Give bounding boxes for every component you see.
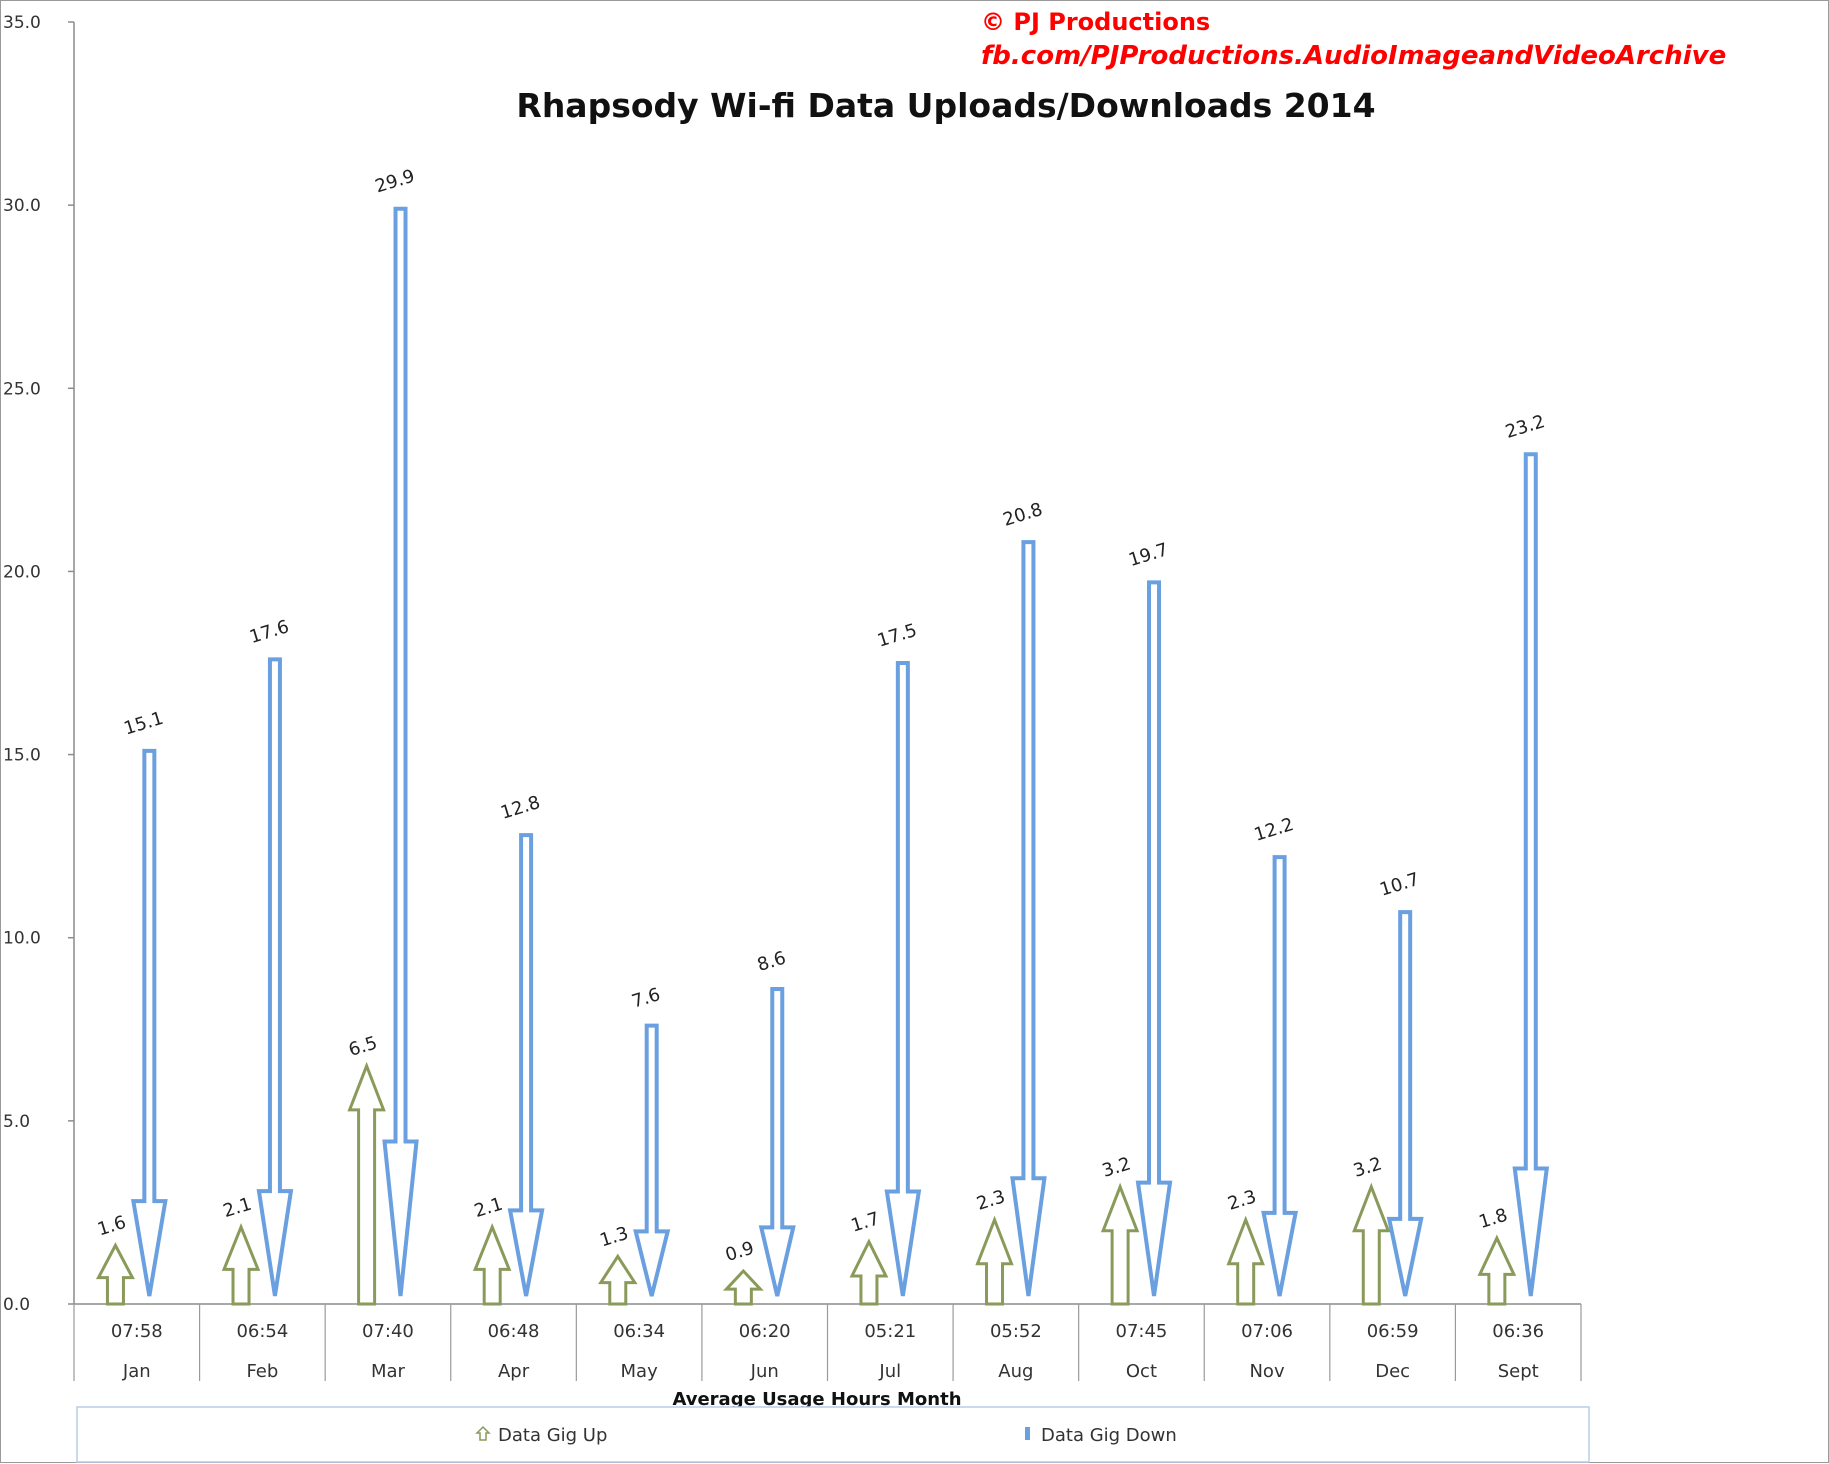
bar-up-jan bbox=[95, 1242, 135, 1306]
bar-down-feb bbox=[256, 657, 294, 1297]
data-label-up: 2.3 bbox=[1225, 1186, 1259, 1214]
data-label-up: 2.3 bbox=[974, 1186, 1008, 1214]
data-label-up: 0.9 bbox=[723, 1238, 757, 1266]
legend-box bbox=[76, 1406, 1590, 1463]
chart-title: Rhapsody Wi-fi Data Uploads/Downloads 20… bbox=[516, 86, 1375, 125]
data-label-up: 2.1 bbox=[221, 1194, 255, 1222]
bar-down-aug bbox=[1010, 540, 1047, 1297]
hours-label: 06:54 bbox=[236, 1321, 288, 1342]
data-label-up: 1.6 bbox=[95, 1212, 129, 1240]
bar-down-apr bbox=[507, 833, 545, 1297]
y-tick-label: 30.0 bbox=[3, 196, 41, 216]
legend: Data Gig Up Data Gig Down bbox=[76, 1406, 1590, 1463]
month-label: Oct bbox=[1126, 1361, 1157, 1382]
data-label-up: 3.2 bbox=[1100, 1153, 1134, 1181]
data-label-up: 1.7 bbox=[849, 1208, 883, 1236]
data-label-down: 19.7 bbox=[1126, 539, 1170, 571]
month-label: May bbox=[621, 1361, 659, 1382]
month-label: Sept bbox=[1498, 1361, 1539, 1382]
bar-down-sept bbox=[1512, 452, 1550, 1297]
bar-up-sept bbox=[1477, 1234, 1517, 1306]
bar-up-nov bbox=[1226, 1215, 1265, 1306]
hours-label: 06:36 bbox=[1492, 1321, 1544, 1342]
y-tick-label: 15.0 bbox=[3, 746, 41, 766]
month-label: Mar bbox=[371, 1361, 406, 1382]
hours-label: 06:48 bbox=[488, 1321, 540, 1342]
bar-up-jun bbox=[722, 1268, 764, 1306]
month-label: Jun bbox=[750, 1361, 779, 1382]
bar-up-jul bbox=[849, 1238, 889, 1306]
bar-up-aug bbox=[975, 1215, 1014, 1306]
bar-down-nov bbox=[1261, 855, 1299, 1297]
y-tick-label: 10.0 bbox=[3, 929, 41, 949]
y-tick-label: 25.0 bbox=[3, 379, 41, 399]
credit-line-2: fb.com/PJProductions.AudioImageandVideoA… bbox=[981, 41, 1726, 71]
hours-label: 06:59 bbox=[1367, 1321, 1419, 1342]
legend-label: Data Gig Down bbox=[1041, 1425, 1177, 1446]
category-table: 07:58 Jan 06:54 Feb 07:40 Mar 06:48 Apr 06:34 May… bbox=[73, 1303, 1582, 1382]
y-tick-label: 0.0 bbox=[3, 1295, 30, 1315]
data-label-up: 2.1 bbox=[472, 1194, 506, 1222]
x-axis-label: Average Usage Hours Month bbox=[672, 1389, 961, 1410]
data-label-down: 20.8 bbox=[1001, 499, 1045, 531]
credit-line-1: © PJ Productions bbox=[981, 8, 1210, 36]
data-label-down: 23.2 bbox=[1503, 411, 1547, 443]
y-tick-label: 5.0 bbox=[3, 1112, 30, 1132]
month-label: Jul bbox=[878, 1361, 901, 1382]
legend-label: Data Gig Up bbox=[498, 1425, 607, 1446]
hours-label: 06:34 bbox=[613, 1321, 665, 1342]
bar-down-jan bbox=[130, 748, 168, 1297]
hours-label: 07:45 bbox=[1116, 1321, 1168, 1342]
data-label-down: 8.6 bbox=[755, 948, 789, 976]
month-label: Aug bbox=[998, 1361, 1033, 1382]
bar-down-may bbox=[633, 1023, 671, 1297]
data-label-down: 17.6 bbox=[247, 616, 291, 648]
y-tick-label: 35.0 bbox=[3, 13, 41, 33]
bar-down-jul bbox=[884, 661, 922, 1297]
data-label-up: 1.3 bbox=[597, 1223, 631, 1251]
hours-label: 07:40 bbox=[362, 1321, 414, 1342]
bar-up-dec bbox=[1352, 1182, 1391, 1306]
hours-label: 06:20 bbox=[739, 1321, 791, 1342]
data-label-up: 6.5 bbox=[346, 1032, 380, 1060]
bar-up-may bbox=[598, 1253, 638, 1306]
data-label-up: 3.2 bbox=[1351, 1153, 1385, 1181]
data-label-down: 17.5 bbox=[875, 620, 919, 652]
bar-down-mar bbox=[382, 206, 419, 1297]
bar-up-mar bbox=[347, 1061, 386, 1306]
hours-label: 05:21 bbox=[864, 1321, 916, 1342]
hours-label: 07:58 bbox=[111, 1321, 163, 1342]
bar-down-jun bbox=[758, 986, 796, 1297]
plot-area: 1.6 15.1 2.1 17.6 6.5 29.9 2.1 12.8 1.3 7.6 0.9 8.6… bbox=[95, 166, 1550, 1306]
legend-up-arrow-icon bbox=[475, 1425, 491, 1441]
data-label-down: 10.7 bbox=[1377, 869, 1421, 901]
legend-down-arrow-icon bbox=[1025, 1427, 1030, 1440]
data-label-down: 15.1 bbox=[122, 708, 166, 740]
bar-up-apr bbox=[472, 1223, 512, 1306]
hours-label: 07:06 bbox=[1241, 1321, 1293, 1342]
y-axis: 0.0 5.0 10.0 15.0 20.0 25.0 30.0 35.0 bbox=[3, 13, 75, 1315]
month-label: Dec bbox=[1375, 1361, 1410, 1382]
month-label: Apr bbox=[498, 1361, 530, 1382]
data-label-down: 12.8 bbox=[498, 792, 542, 824]
bar-down-dec bbox=[1386, 910, 1424, 1297]
bar-up-feb bbox=[221, 1223, 261, 1306]
legend-items: Data Gig Up Data Gig Down bbox=[475, 1425, 1177, 1446]
y-tick-label: 20.0 bbox=[3, 562, 41, 582]
month-label: Feb bbox=[246, 1361, 278, 1382]
bar-down-oct bbox=[1135, 580, 1173, 1297]
data-label-down: 29.9 bbox=[373, 166, 417, 198]
month-label: Jan bbox=[122, 1361, 151, 1382]
data-label-down: 7.6 bbox=[629, 984, 663, 1012]
data-label-down: 12.2 bbox=[1252, 814, 1296, 846]
bar-up-oct bbox=[1100, 1182, 1140, 1306]
month-label: Nov bbox=[1249, 1361, 1284, 1382]
hours-label: 05:52 bbox=[990, 1321, 1042, 1342]
data-label-up: 1.8 bbox=[1476, 1205, 1510, 1233]
